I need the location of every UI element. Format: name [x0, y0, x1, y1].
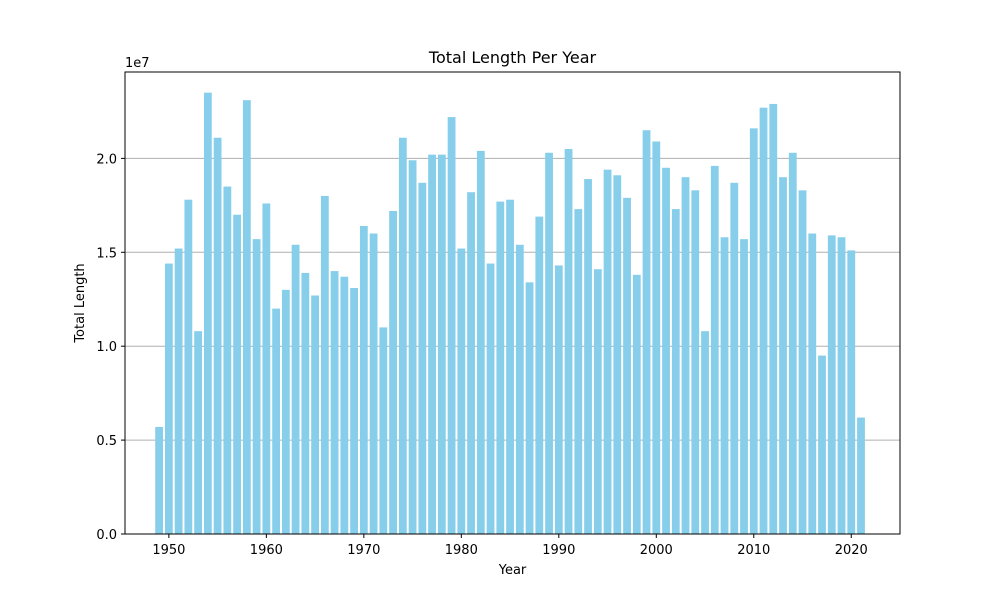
bar-1960 — [262, 203, 271, 534]
bar-1997 — [623, 197, 631, 534]
bar-2008 — [730, 182, 739, 534]
bar-1998 — [632, 274, 641, 534]
bar-1992 — [574, 209, 583, 534]
bar-1996 — [613, 175, 622, 535]
x-axis-ticks: 1950 1960 1970 1980 1990 2000 2010 2020 — [152, 534, 868, 558]
bar-1966 — [320, 195, 329, 534]
bar-1972 — [379, 327, 388, 534]
x-tick-label: 1950 — [152, 543, 185, 558]
x-tick-label: 1980 — [445, 543, 478, 558]
bar-1982 — [476, 150, 485, 534]
bar-2005 — [701, 331, 709, 534]
bar-2011 — [759, 107, 768, 535]
bar-2010 — [749, 128, 758, 534]
bar-1951 — [174, 248, 183, 534]
bar-1991 — [564, 149, 573, 534]
bar-1965 — [311, 295, 319, 534]
bar-1990 — [554, 265, 563, 534]
bar-2000 — [652, 141, 661, 535]
bar-1962 — [281, 289, 290, 534]
bar-1973 — [389, 210, 397, 534]
bar-1952 — [184, 199, 193, 534]
bar-1970 — [359, 226, 368, 534]
x-tick-label: 1960 — [250, 543, 283, 558]
bar-1987 — [525, 282, 534, 534]
bar-1975 — [408, 160, 417, 534]
bar-1976 — [418, 182, 427, 534]
bar-1993 — [584, 179, 592, 535]
bar-1956 — [223, 186, 232, 534]
bar-2015 — [798, 190, 807, 534]
chart-title: Total Length Per Year — [428, 48, 597, 67]
bar-1955 — [213, 137, 222, 535]
y-tick-label: 0.0 — [96, 528, 117, 543]
bar-1949 — [155, 426, 164, 534]
bar-1969 — [350, 287, 358, 534]
x-axis-title: Year — [498, 563, 527, 578]
bar-2002 — [671, 209, 680, 534]
bar-1983 — [486, 263, 495, 534]
x-tick-label: 2000 — [640, 543, 673, 558]
bar-1989 — [545, 152, 553, 534]
bar-1950 — [164, 263, 173, 534]
y-axis-title: Total Length — [73, 263, 88, 343]
bar-1978 — [437, 154, 446, 534]
y-tick-label: 2.0 — [96, 152, 117, 167]
bar-1954 — [203, 92, 212, 534]
plot-area-frame — [124, 71, 901, 535]
x-tick-label: 2010 — [737, 543, 770, 558]
bar-2012 — [769, 103, 778, 535]
bar-2013 — [779, 177, 787, 535]
bar-1968 — [340, 276, 349, 534]
bar-1999 — [642, 130, 651, 534]
x-tick-label: 2020 — [835, 543, 868, 558]
bar-1985 — [506, 199, 514, 534]
bar-1964 — [301, 272, 310, 534]
bar-1967 — [330, 271, 339, 534]
y-tick-label: 1.0 — [96, 340, 117, 355]
bar-1994 — [593, 269, 602, 534]
bar-2006 — [710, 165, 719, 534]
bar-1963 — [291, 244, 300, 534]
bar-1981 — [467, 192, 475, 534]
bar-1988 — [535, 216, 544, 535]
x-tick-label: 1990 — [542, 543, 575, 558]
bar-2018 — [827, 235, 836, 534]
bar-1974 — [398, 137, 407, 535]
bars — [155, 92, 865, 535]
bar-2016 — [808, 233, 817, 534]
bar-1958 — [242, 100, 251, 535]
y-axis-ticks: 0.0 0.5 1.0 1.5 2.0 — [96, 152, 125, 543]
bar-2004 — [691, 190, 700, 534]
bar-2021 — [857, 417, 865, 534]
bar-2020 — [847, 250, 856, 535]
bar-1995 — [603, 169, 612, 534]
bar-1957 — [233, 214, 242, 535]
bar-2003 — [681, 177, 690, 535]
bar-1984 — [496, 201, 505, 534]
bar-2007 — [720, 237, 729, 534]
x-tick-label: 1970 — [347, 543, 380, 558]
bar-1959 — [252, 239, 261, 534]
y-axis-offset-label: 1e7 — [125, 56, 150, 71]
bar-1979 — [447, 117, 456, 534]
y-tick-label: 0.5 — [96, 434, 117, 449]
bar-2019 — [837, 237, 846, 534]
bar-1980 — [457, 248, 466, 534]
bar-2017 — [818, 355, 826, 534]
bar-1986 — [515, 244, 524, 534]
bar-1961 — [272, 308, 280, 534]
bar-1971 — [369, 233, 378, 534]
bar-1953 — [194, 331, 203, 534]
bar-1977 — [428, 154, 436, 534]
bar-2001 — [662, 167, 670, 534]
y-tick-label: 1.5 — [96, 246, 117, 261]
bar-2014 — [788, 152, 797, 534]
bar-2009 — [740, 239, 748, 534]
